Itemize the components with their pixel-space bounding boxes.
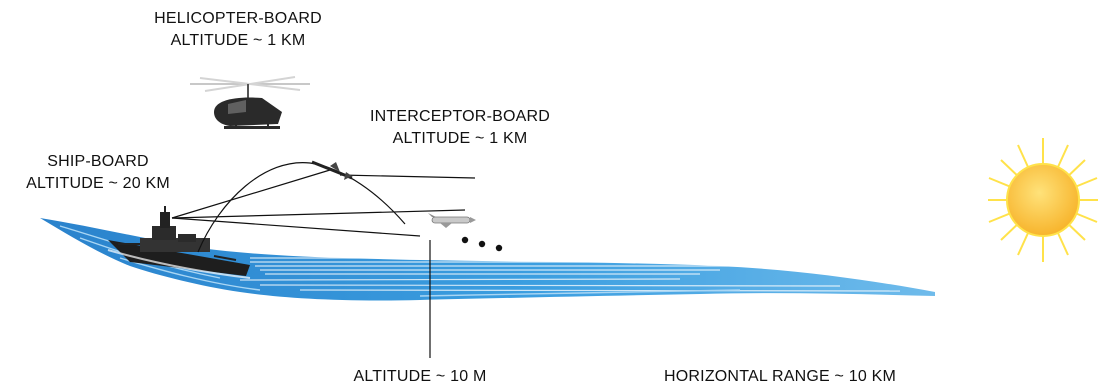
helicopter-board-label: HELICOPTER-BOARD ALTITUDE ~ 1 KM [118, 8, 358, 52]
interceptor-board-label: INTERCEPTOR-BOARD ALTITUDE ~ 1 KM [330, 106, 590, 150]
helicopter-board-altitude: ALTITUDE ~ 1 KM [170, 32, 306, 49]
interceptor-missile-icon [311, 160, 353, 180]
helicopter-board-title: HELICOPTER-BOARD [154, 10, 322, 27]
sensor-lines [171, 162, 476, 358]
ship-board-altitude: ALTITUDE ~ 20 KM [26, 175, 170, 192]
interceptor-board-title: INTERCEPTOR-BOARD [369, 108, 550, 125]
cruise-missile-icon [428, 213, 476, 228]
interceptor-board-altitude: ALTITUDE ~ 1 KM [392, 130, 528, 147]
ship-board-title: SHIP-BOARD [47, 153, 149, 170]
ship-board-label: SHIP-BOARD ALTITUDE ~ 20 KM [0, 151, 198, 195]
helicopter-icon [190, 76, 310, 129]
ship-icon [107, 206, 251, 279]
target-altitude-label: ALTITUDE ~ 10 M [353, 368, 487, 385]
horizontal-range-label: HORIZONTAL RANGE ~ 10 KM [664, 368, 896, 385]
sun-icon [988, 138, 1098, 262]
debris-dots [461, 236, 503, 252]
